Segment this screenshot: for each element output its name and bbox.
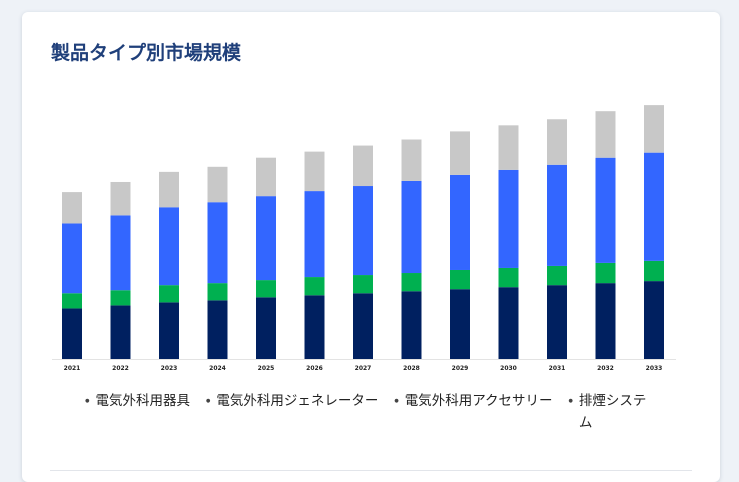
chart-title: 製品タイプ別市場規模 xyxy=(51,42,242,64)
bar-segment xyxy=(450,174,470,270)
x-tick-label: 2031 xyxy=(549,365,566,372)
x-tick-label: 2022 xyxy=(112,365,129,372)
bar-segment xyxy=(450,131,470,175)
x-tick-label: 2033 xyxy=(646,365,663,372)
bar-segment xyxy=(256,157,276,197)
legend-item-accessories: ● 電気外科用アクセサリー xyxy=(394,390,552,434)
bar-segment xyxy=(498,169,519,268)
bar-segment xyxy=(159,302,179,359)
bar-segment xyxy=(450,289,470,359)
x-tick-label: 2027 xyxy=(355,365,372,372)
x-tick-label: 2021 xyxy=(64,365,81,372)
bar-segment xyxy=(595,157,616,263)
bar-segment xyxy=(450,269,470,290)
bar-segment xyxy=(110,305,131,359)
chart-card: 製品タイプ別市場規模 2021 2022 2023 2024 2025 2026 2027 2… xyxy=(22,12,720,482)
bar-segment xyxy=(353,145,373,187)
bar-segment xyxy=(304,151,325,192)
bar-segment xyxy=(498,287,519,359)
bar-segment xyxy=(62,223,82,294)
bar-segment xyxy=(62,308,82,359)
bar-segment xyxy=(401,291,422,359)
bar-segment xyxy=(353,275,373,294)
legend-item-smoke-evacuation: ● 排煙システム xyxy=(569,390,659,434)
bar-segment xyxy=(644,105,664,153)
legend-label: 電気外科用器具 xyxy=(95,393,190,409)
bar-segment xyxy=(547,265,567,286)
x-tick-label: 2030 xyxy=(500,365,517,372)
legend-bullet-icon: ● xyxy=(394,398,399,404)
bar-segment xyxy=(595,111,616,158)
bar-segment xyxy=(256,196,276,281)
bar-segment xyxy=(595,262,616,284)
bar-segment xyxy=(159,207,179,286)
bar-segment xyxy=(353,293,373,359)
chart-legend: ● 電気外科用器具 ● 電気外科用ジェネレーター ● 電気外科用アクセサリー ●… xyxy=(42,390,702,434)
bar-segment xyxy=(304,295,325,359)
bar-segment xyxy=(644,152,664,261)
bar-segment xyxy=(304,191,325,278)
x-tick-label: 2028 xyxy=(403,365,420,372)
x-tick-label: 2023 xyxy=(161,365,178,372)
x-tick-label: 2025 xyxy=(258,365,275,372)
legend-item-instruments: ● 電気外科用器具 xyxy=(85,390,190,434)
legend-label: 電気外科用ジェネレーター xyxy=(216,393,379,409)
bar-segment xyxy=(304,277,325,296)
legend-bullet-icon: ● xyxy=(205,398,211,404)
legend-item-generators: ● 電気外科用ジェネレーター xyxy=(206,390,378,434)
bar-segment xyxy=(644,281,664,359)
bar-segment xyxy=(62,192,82,224)
bar-segment xyxy=(207,166,228,203)
legend-label: 排煙システム xyxy=(578,393,647,431)
bar-segment xyxy=(401,180,422,274)
divider xyxy=(50,470,692,471)
bar-segment xyxy=(110,181,131,216)
legend-bullet-icon: ● xyxy=(85,398,90,404)
bar-segment xyxy=(498,267,519,288)
x-tick-label: 2032 xyxy=(597,365,614,372)
bar-segment xyxy=(353,186,373,276)
bar-segment xyxy=(207,202,228,284)
bar-segment xyxy=(110,290,131,306)
bar-segment xyxy=(401,139,422,181)
legend-bullet-icon: ● xyxy=(568,398,573,404)
bar-segment xyxy=(207,300,228,359)
bar-segment xyxy=(547,119,567,165)
stacked-bar-chart: 2021 2022 2023 2024 2025 2026 2027 2028 2029 2030… xyxy=(52,105,676,372)
x-tick-label: 2024 xyxy=(209,365,226,372)
bar-segment xyxy=(547,164,567,266)
bar-segment xyxy=(595,283,616,359)
x-tick-label: 2029 xyxy=(452,365,469,372)
bar-segment xyxy=(256,280,276,298)
bar-segment xyxy=(401,273,422,292)
bar-segment xyxy=(547,285,567,359)
bar-segment xyxy=(207,283,228,301)
bar-segment xyxy=(110,215,131,291)
bar-segment xyxy=(62,293,82,309)
bar-segment xyxy=(159,171,179,208)
legend-label: 電気外科用アクセサリー xyxy=(404,393,553,409)
bar-segment xyxy=(159,285,179,303)
bar-segment xyxy=(644,260,664,282)
bar-segment xyxy=(498,125,519,170)
bar-segment xyxy=(256,297,276,359)
x-tick-label: 2026 xyxy=(306,365,323,372)
